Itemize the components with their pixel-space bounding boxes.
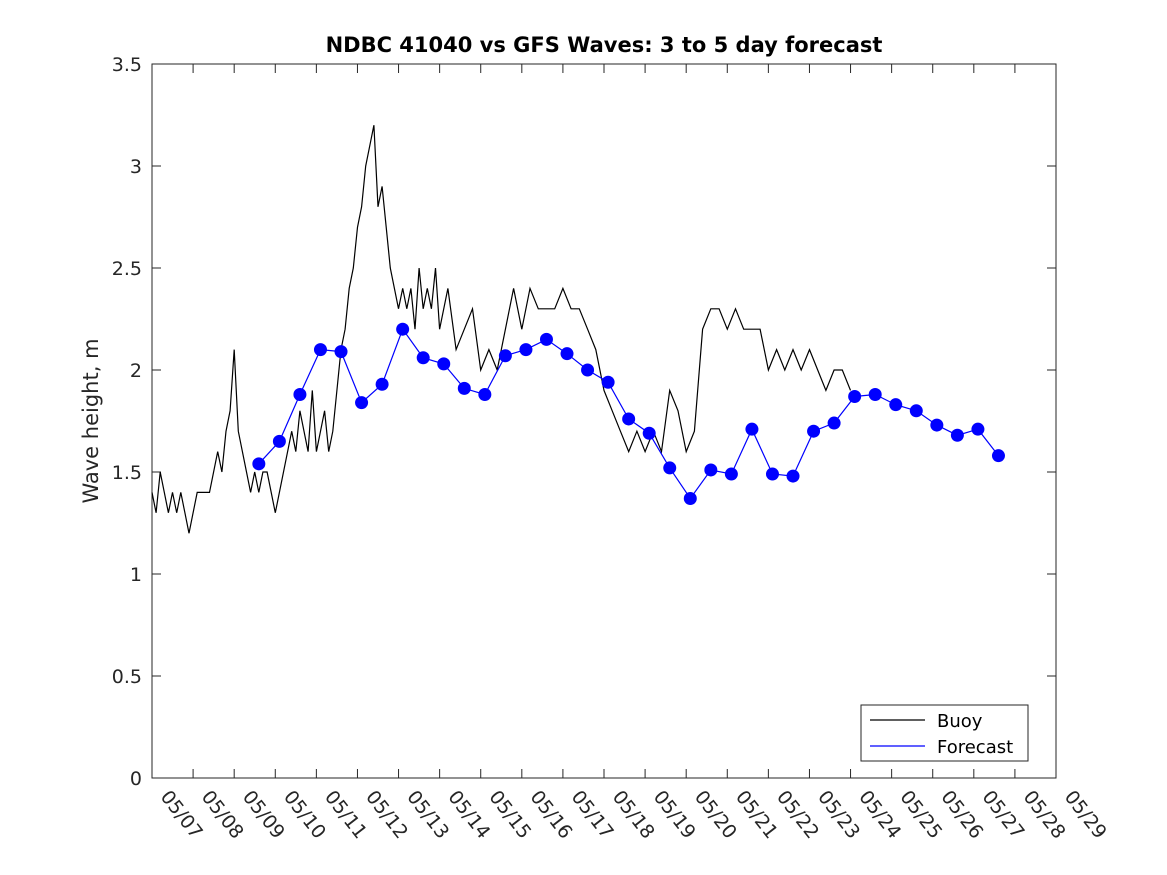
x-tick-label: 05/19 xyxy=(649,786,700,843)
forecast-point xyxy=(663,461,677,475)
forecast-point xyxy=(498,349,512,363)
plot-area xyxy=(151,63,1057,779)
series-line-buoy xyxy=(151,125,852,534)
x-tick-label: 05/09 xyxy=(238,786,289,843)
legend-box xyxy=(860,704,1029,762)
series-layer xyxy=(151,125,1005,534)
forecast-point xyxy=(724,467,738,481)
legend: Buoy Forecast xyxy=(860,704,1029,762)
x-tick-label: 05/16 xyxy=(526,786,577,843)
x-tick-label: 05/08 xyxy=(197,786,248,843)
forecast-point xyxy=(827,416,841,430)
x-tick-label: 05/22 xyxy=(772,786,823,843)
forecast-point xyxy=(889,398,903,412)
forecast-point xyxy=(868,387,882,401)
forecast-point xyxy=(622,412,636,426)
forecast-point xyxy=(334,345,348,359)
x-tick-label: 05/29 xyxy=(1060,786,1111,843)
x-tick-label: 05/13 xyxy=(402,786,453,843)
y-tick-label: 0.5 xyxy=(112,666,142,688)
forecast-point xyxy=(909,404,923,418)
y-tick-label: 0 xyxy=(130,768,142,790)
x-tick-label: 05/21 xyxy=(731,786,782,843)
forecast-point xyxy=(601,375,615,389)
x-tick-label: 05/14 xyxy=(443,786,494,843)
forecast-point xyxy=(437,357,451,371)
forecast-point xyxy=(765,467,779,481)
x-tick-label: 05/23 xyxy=(813,786,864,843)
y-tick-label: 1 xyxy=(130,564,142,586)
forecast-point xyxy=(519,343,533,357)
forecast-point xyxy=(252,457,266,471)
forecast-point xyxy=(396,322,410,336)
forecast-point xyxy=(539,332,553,346)
x-tick-label: 05/24 xyxy=(854,786,905,843)
forecast-point xyxy=(848,390,862,404)
forecast-point xyxy=(786,469,800,483)
forecast-point xyxy=(313,343,327,357)
y-tick-label: 2 xyxy=(130,360,142,382)
x-tick-label: 05/27 xyxy=(978,786,1029,843)
forecast-point xyxy=(560,347,574,361)
x-tick-label: 05/25 xyxy=(895,786,946,843)
forecast-point xyxy=(930,418,944,432)
x-tick-label: 05/12 xyxy=(361,786,412,843)
forecast-point xyxy=(704,463,718,477)
x-tick-label: 05/11 xyxy=(320,786,371,843)
forecast-point xyxy=(416,351,430,365)
forecast-point xyxy=(272,434,286,448)
legend-label-buoy: Buoy xyxy=(937,711,983,732)
forecast-point xyxy=(642,426,656,440)
forecast-point xyxy=(375,377,389,391)
x-tick-label: 05/28 xyxy=(1019,786,1070,843)
y-axis-label: Wave height, m xyxy=(79,338,103,503)
x-tick-label: 05/20 xyxy=(690,786,741,843)
legend-label-forecast: Forecast xyxy=(937,737,1013,758)
forecast-point xyxy=(971,422,985,436)
forecast-point xyxy=(581,363,595,377)
x-tick-label: 05/15 xyxy=(484,786,535,843)
forecast-point xyxy=(355,396,369,410)
y-tick-label: 1.5 xyxy=(112,462,142,484)
y-tick-label: 3.5 xyxy=(112,54,142,76)
y-tick-label: 3 xyxy=(130,156,142,178)
x-tick-label: 05/26 xyxy=(936,786,987,843)
forecast-point xyxy=(478,387,492,401)
forecast-point xyxy=(950,428,964,442)
forecast-point xyxy=(991,449,1005,463)
x-tick-label: 05/07 xyxy=(156,786,207,843)
forecast-point xyxy=(745,422,759,436)
x-tick-label: 05/10 xyxy=(279,786,330,843)
forecast-point xyxy=(457,381,471,395)
forecast-point xyxy=(807,424,821,438)
y-axis: 0 0.5 1 1.5 2 2.5 3 3.5 xyxy=(112,54,1056,790)
forecast-point xyxy=(683,492,697,506)
x-tick-label: 05/17 xyxy=(567,786,618,843)
chart-title: NDBC 41040 vs GFS Waves: 3 to 5 day fore… xyxy=(326,33,883,57)
x-tick-label: 05/18 xyxy=(608,786,659,843)
y-tick-label: 2.5 xyxy=(112,258,142,280)
forecast-point xyxy=(293,387,307,401)
